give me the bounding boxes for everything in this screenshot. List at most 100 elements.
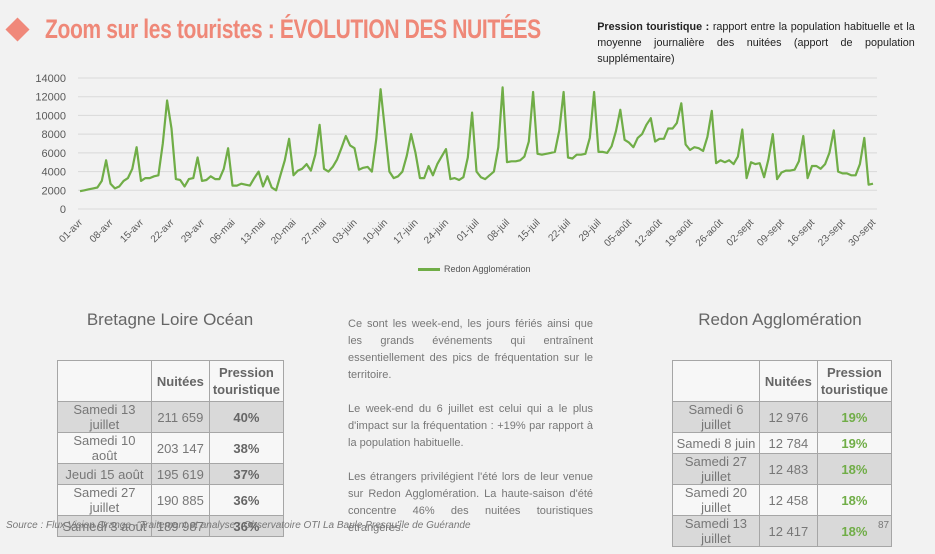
x-tick-label: 08-avr <box>88 217 116 245</box>
page-header: Zoom sur les touristes : ÉVOLUTION DES N… <box>5 14 681 45</box>
legend-label: Redon Agglomération <box>444 264 531 274</box>
table-row: Samedi 8 juin 12 784 19% <box>672 432 893 454</box>
nuitees-line-chart: 0 2000 4000 6000 8000 10000 12000 14000 01-avr 08… <box>35 73 879 249</box>
table-row: Samedi 13 juillet 211 659 40% <box>57 401 285 433</box>
chart-legend: Redon Agglomération <box>418 264 531 274</box>
legend-swatch <box>418 267 440 271</box>
row-pression: 18% <box>816 453 893 485</box>
x-tick-label: 26-août <box>694 217 726 249</box>
row-pression: 40% <box>208 401 285 433</box>
table-row: Samedi 27 juillet 190 885 36% <box>57 484 285 516</box>
row-date: Samedi 20 juillet <box>672 484 760 516</box>
x-tick-label: 12-août <box>633 217 665 249</box>
x-tick-label: 10-juin <box>361 217 390 246</box>
row-date: Samedi 3 août <box>57 515 152 537</box>
x-tick-label: 01-juil <box>455 217 482 244</box>
table-row: Jeudi 15 août 195 619 37% <box>57 463 285 485</box>
row-nuitees: 12 458 <box>758 484 818 516</box>
table-row: Samedi 3 août 189 987 36% <box>57 515 285 537</box>
x-tick-label: 22-avr <box>149 217 177 245</box>
x-tick-label: 02-sept <box>725 217 757 249</box>
row-nuitees: 211 659 <box>150 401 210 433</box>
table-row: Samedi 6 juillet 12 976 19% <box>672 401 893 433</box>
row-pression: 38% <box>208 432 285 464</box>
x-tick-label: 05-août <box>602 217 634 249</box>
row-date: Samedi 13 juillet <box>672 515 760 547</box>
x-tick-label: 20-mai <box>269 217 298 246</box>
row-nuitees: 12 976 <box>758 401 818 433</box>
x-tick-label: 30-sept <box>847 217 879 249</box>
row-date: Samedi 10 août <box>57 432 152 464</box>
y-tick-label: 4000 <box>42 167 66 179</box>
source-footer: Source : Flux Vision Orange - Traitement… <box>6 520 471 531</box>
right-table-title: Redon Agglomération <box>698 310 862 329</box>
y-tick-label: 12000 <box>35 92 66 104</box>
commentary: Ce sont les week-end, les jours fériés a… <box>348 316 593 554</box>
row-nuitees: 189 987 <box>150 515 210 537</box>
bretagne-loire-ocean-table: Nuitées Pression touristique Samedi 13 j… <box>57 360 285 537</box>
x-tick-label: 03-juin <box>331 217 360 246</box>
x-tick-label: 09-sept <box>755 217 787 249</box>
x-tick-label: 15-juil <box>516 217 543 244</box>
x-tick-label: 06-mai <box>208 217 237 246</box>
y-tick-label: 6000 <box>42 148 66 160</box>
row-pression: 18% <box>816 484 893 516</box>
page-number: 87 <box>878 520 890 531</box>
row-pression: 19% <box>816 432 893 454</box>
table-row: Samedi 13 juillet 12 417 18% <box>672 515 893 547</box>
x-tick-label: 17-juin <box>392 217 421 246</box>
y-tick-label: 14000 <box>35 73 66 85</box>
row-nuitees: 203 147 <box>150 432 210 464</box>
header-empty <box>672 360 760 402</box>
table-row: Samedi 20 juillet 12 458 18% <box>672 484 893 516</box>
row-pression: 36% <box>208 515 285 537</box>
x-tick-label: 27-mai <box>300 217 329 246</box>
y-tick-label: 0 <box>60 204 66 216</box>
definition-box: Pression touristique : rapport entre la … <box>597 19 915 67</box>
commentary-paragraph: Les étrangers privilégient l'été lors de… <box>348 471 593 534</box>
header-nuitees: Nuitées <box>758 360 818 402</box>
series-line-redon-agglomeration <box>79 86 874 193</box>
commentary-paragraph: Le week-end du 6 juillet est celui qui a… <box>348 403 593 449</box>
header-pression: Pression touristique <box>208 360 285 402</box>
header-empty <box>57 360 152 402</box>
row-pression: 19% <box>816 401 893 433</box>
row-date: Samedi 27 juillet <box>672 453 760 485</box>
row-nuitees: 12 784 <box>758 432 818 454</box>
x-tick-label: 23-sept <box>816 217 848 249</box>
row-nuitees: 12 417 <box>758 515 818 547</box>
row-pression: 37% <box>208 463 285 485</box>
x-tick-label: 13-mai <box>239 217 268 246</box>
row-nuitees: 190 885 <box>150 484 210 516</box>
left-table-title: Bretagne Loire Océan <box>86 310 254 329</box>
x-tick-label: 01-avr <box>57 217 85 245</box>
commentary-paragraph: Ce sont les week-end, les jours fériés a… <box>348 318 593 381</box>
row-date: Samedi 13 juillet <box>57 401 152 433</box>
definition-text: rapport entre la population habituelle e… <box>597 21 915 65</box>
row-date: Jeudi 15 août <box>57 463 152 485</box>
row-pression: 36% <box>208 484 285 516</box>
page-title: Zoom sur les touristes : ÉVOLUTION DES N… <box>45 14 541 44</box>
x-tick-label: 22-juil <box>546 217 573 244</box>
row-date: Samedi 6 juillet <box>672 401 760 433</box>
row-date: Samedi 8 juin <box>672 432 760 454</box>
definition-term: Pression touristique : <box>597 21 710 33</box>
table-row: Samedi 27 juillet 12 483 18% <box>672 453 893 485</box>
x-tick-label: 29-juil <box>577 217 604 244</box>
x-tick-label: 16-sept <box>786 217 818 249</box>
redon-agglomeration-table: Nuitées Pression touristique Samedi 6 ju… <box>672 360 893 547</box>
header-pression: Pression touristique <box>816 360 893 402</box>
x-tick-label: 15-avr <box>118 217 146 245</box>
diamond-bullet-icon <box>5 17 30 42</box>
y-tick-label: 10000 <box>35 110 66 122</box>
row-nuitees: 195 619 <box>150 463 210 485</box>
y-tick-label: 8000 <box>42 129 66 141</box>
row-date: Samedi 27 juillet <box>57 484 152 516</box>
y-tick-label: 2000 <box>42 185 66 197</box>
x-tick-label: 29-avr <box>179 217 207 245</box>
row-pression: 18% <box>816 515 893 547</box>
table-row: Samedi 10 août 203 147 38% <box>57 432 285 464</box>
row-nuitees: 12 483 <box>758 453 818 485</box>
x-tick-label: 24-juin <box>422 217 451 246</box>
header-nuitees: Nuitées <box>150 360 210 402</box>
